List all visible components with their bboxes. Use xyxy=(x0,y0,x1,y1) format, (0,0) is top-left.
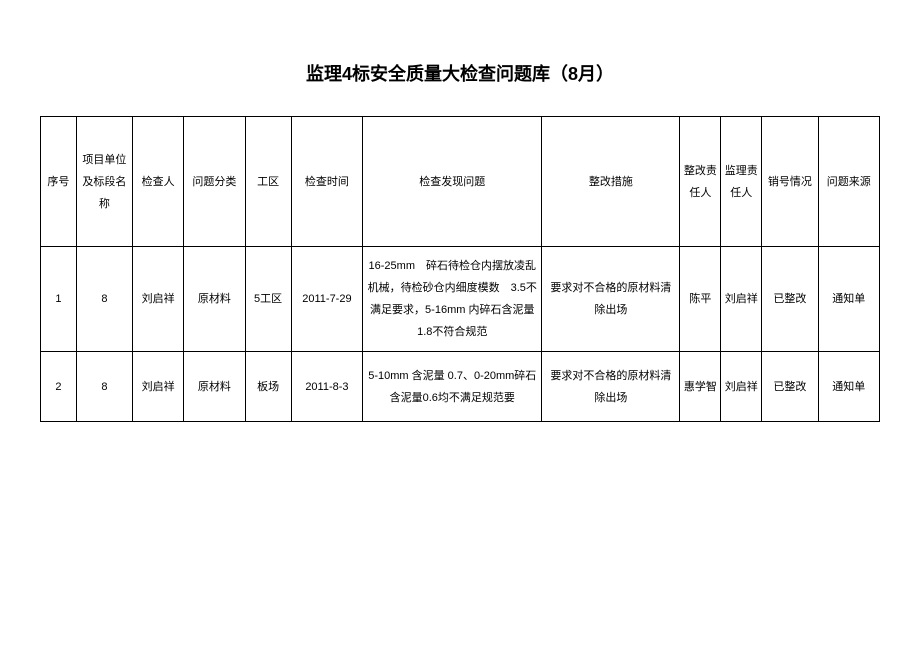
cell-problem: 16-25mm 碎石待检仓内摆放凌乱机械，待检砂仓内细度模数 3.5不满足要求，… xyxy=(363,247,542,352)
col-header-status: 销号情况 xyxy=(762,117,818,247)
cell-area: 5工区 xyxy=(245,247,291,352)
col-header-category: 问题分类 xyxy=(184,117,245,247)
col-header-area: 工区 xyxy=(245,117,291,247)
col-header-time: 检查时间 xyxy=(291,117,363,247)
table-header-row: 序号 项目单位及标段名 称 检查人 问题分类 工区 检查时间 检查发现问题 整改… xyxy=(41,117,880,247)
cell-status: 已整改 xyxy=(762,247,818,352)
cell-project: 8 xyxy=(76,352,132,422)
cell-measure: 要求对不合格的原材料清除出场 xyxy=(542,352,680,422)
cell-inspector: 刘启祥 xyxy=(133,352,184,422)
cell-source: 通知单 xyxy=(818,352,879,422)
cell-area: 板场 xyxy=(245,352,291,422)
col-header-measure: 整改措施 xyxy=(542,117,680,247)
col-header-seq: 序号 xyxy=(41,117,77,247)
col-header-inspector: 检查人 xyxy=(133,117,184,247)
cell-problem: 5-10mm 含泥量 0.7、0-20mm碎石含泥量0.6均不满足规范要 xyxy=(363,352,542,422)
cell-seq: 1 xyxy=(41,247,77,352)
cell-seq: 2 xyxy=(41,352,77,422)
cell-supervisor: 刘启祥 xyxy=(721,352,762,422)
col-header-project: 项目单位及标段名 称 xyxy=(76,117,132,247)
cell-responsible: 陈平 xyxy=(680,247,721,352)
col-header-source: 问题来源 xyxy=(818,117,879,247)
cell-measure: 要求对不合格的原材料清除出场 xyxy=(542,247,680,352)
cell-supervisor: 刘启祥 xyxy=(721,247,762,352)
cell-time: 2011-7-29 xyxy=(291,247,363,352)
col-header-problem: 检查发现问题 xyxy=(363,117,542,247)
page-title: 监理4标安全质量大检查问题库（8月） xyxy=(40,60,880,86)
table-row: 1 8 刘启祥 原材料 5工区 2011-7-29 16-25mm 碎石待检仓内… xyxy=(41,247,880,352)
cell-category: 原材料 xyxy=(184,247,245,352)
inspection-table: 序号 项目单位及标段名 称 检查人 问题分类 工区 检查时间 检查发现问题 整改… xyxy=(40,116,880,422)
cell-inspector: 刘启祥 xyxy=(133,247,184,352)
col-header-responsible: 整改责任人 xyxy=(680,117,721,247)
cell-project: 8 xyxy=(76,247,132,352)
table-row: 2 8 刘启祥 原材料 板场 2011-8-3 5-10mm 含泥量 0.7、0… xyxy=(41,352,880,422)
cell-category: 原材料 xyxy=(184,352,245,422)
col-header-supervisor: 监理责任人 xyxy=(721,117,762,247)
cell-responsible: 惠学智 xyxy=(680,352,721,422)
cell-source: 通知单 xyxy=(818,247,879,352)
cell-status: 已整改 xyxy=(762,352,818,422)
cell-time: 2011-8-3 xyxy=(291,352,363,422)
